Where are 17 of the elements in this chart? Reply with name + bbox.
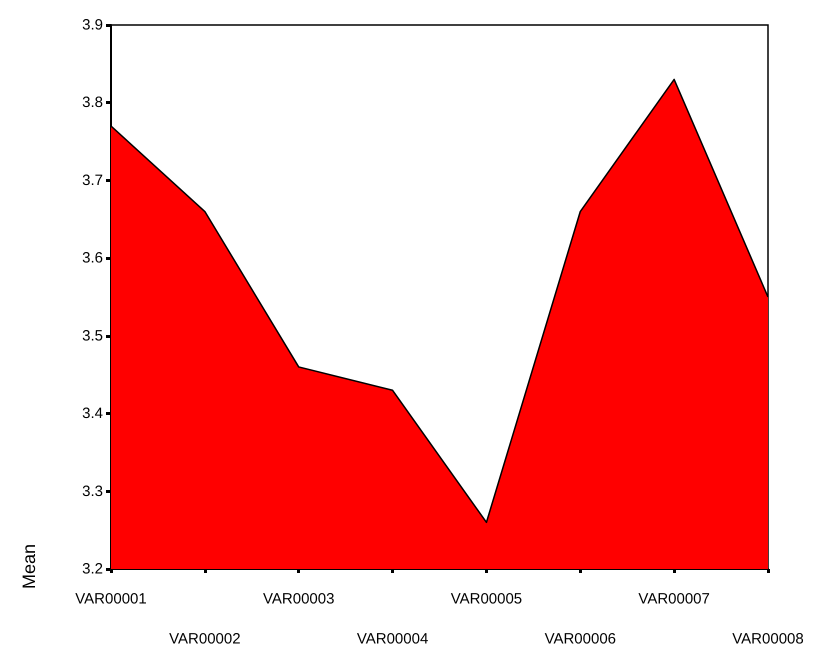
y-tick-label: 3.3 [82,482,103,500]
x-tick-label: VAR00006 [544,630,616,648]
y-tick-label: 3.9 [82,16,103,34]
y-tick-label: 3.5 [82,327,103,344]
x-tick-label: VAR00007 [638,590,710,608]
y-tick-label: 3.2 [82,560,103,578]
x-tick-label: VAR00004 [356,630,428,648]
x-tick-label: VAR00003 [262,590,334,608]
y-tick-label: 3.8 [82,94,103,112]
y-tick-label: 3.6 [82,250,103,267]
x-tick-label: VAR00005 [450,590,522,608]
y-axis-title: Mean [19,544,39,589]
x-tick-label: VAR00008 [732,630,804,648]
x-tick-label: VAR00002 [169,630,241,648]
y-tick-label: 3.7 [82,172,103,189]
y-tick-label: 3.4 [82,405,103,422]
x-tick-label: VAR00001 [75,590,147,608]
